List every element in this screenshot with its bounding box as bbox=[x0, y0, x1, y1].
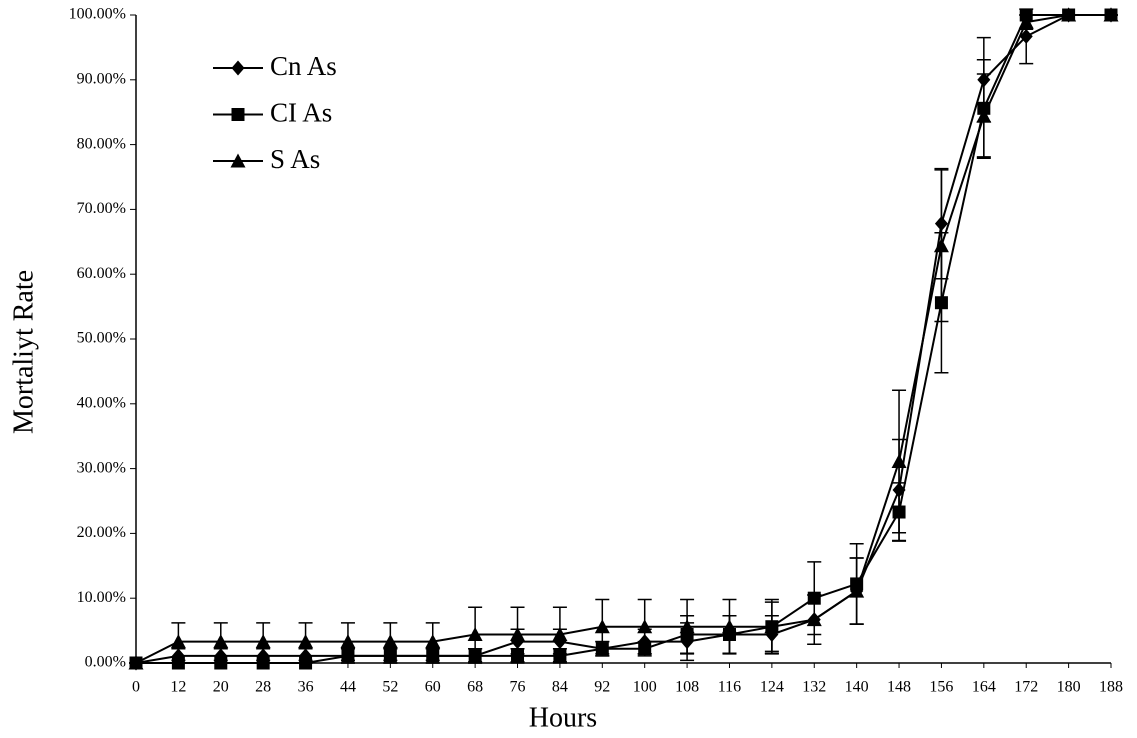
data-point bbox=[382, 634, 398, 649]
x-tick-label: 108 bbox=[675, 679, 699, 696]
x-tick-label: 172 bbox=[1014, 679, 1038, 696]
x-tick-label: 76 bbox=[510, 679, 526, 696]
data-point bbox=[849, 583, 865, 598]
data-point bbox=[976, 108, 992, 123]
data-point bbox=[1103, 7, 1119, 22]
data-point bbox=[594, 619, 610, 634]
series-line bbox=[135, 14, 1111, 664]
x-axis-title: Hours bbox=[529, 702, 597, 733]
x-tick-label: 100 bbox=[633, 679, 657, 696]
series-line bbox=[135, 14, 1111, 664]
x-tick-label: 156 bbox=[929, 679, 953, 696]
y-tick-label: 90.00% bbox=[77, 70, 126, 87]
data-point bbox=[721, 619, 737, 634]
legend-marker bbox=[231, 60, 245, 76]
data-point bbox=[298, 634, 314, 649]
y-tick-label: 100.00% bbox=[69, 6, 126, 23]
data-point bbox=[1019, 28, 1033, 44]
x-tick-label: 20 bbox=[213, 679, 229, 696]
data-point bbox=[1061, 7, 1077, 22]
legend-marker bbox=[231, 108, 245, 121]
y-tick-label: 80.00% bbox=[77, 135, 126, 152]
x-tick-label: 60 bbox=[425, 679, 441, 696]
x-tick-label: 36 bbox=[298, 679, 314, 696]
data-point bbox=[467, 626, 483, 641]
x-tick-label: 68 bbox=[467, 679, 483, 696]
y-tick-label: 60.00% bbox=[77, 265, 126, 282]
x-tick-label: 52 bbox=[382, 679, 398, 696]
data-point bbox=[806, 612, 822, 627]
y-axis-title: Mortaliyt Rate bbox=[8, 270, 39, 434]
y-tick-label: 30.00% bbox=[77, 459, 126, 476]
data-point bbox=[552, 626, 568, 641]
x-tick-label: 44 bbox=[340, 679, 356, 696]
data-point bbox=[764, 619, 780, 634]
data-point bbox=[213, 634, 229, 649]
series-line bbox=[136, 14, 1111, 664]
data-point bbox=[679, 619, 695, 634]
y-tick-label: 20.00% bbox=[77, 524, 126, 541]
x-tick-label: 132 bbox=[802, 679, 826, 696]
x-tick-label: 188 bbox=[1099, 679, 1123, 696]
x-tick-label: 140 bbox=[845, 679, 869, 696]
x-tick-label: 124 bbox=[760, 679, 784, 696]
data-point bbox=[1018, 14, 1034, 29]
x-tick-label: 92 bbox=[594, 679, 610, 696]
data-point bbox=[510, 626, 526, 641]
x-tick-label: 180 bbox=[1057, 679, 1081, 696]
y-tick-label: 50.00% bbox=[77, 330, 126, 347]
y-tick-label: 70.00% bbox=[77, 200, 126, 217]
data-point bbox=[170, 634, 186, 649]
y-tick-label: 40.00% bbox=[77, 394, 126, 411]
x-tick-label: 84 bbox=[552, 679, 568, 696]
x-tick-label: 12 bbox=[170, 679, 186, 696]
data-point bbox=[128, 655, 144, 670]
data-point bbox=[891, 453, 907, 468]
data-point bbox=[933, 238, 949, 253]
x-tick-label: 0 bbox=[132, 679, 140, 696]
data-point bbox=[637, 619, 653, 634]
data-point bbox=[255, 634, 271, 649]
legend-marker bbox=[230, 153, 246, 168]
x-tick-label: 148 bbox=[887, 679, 911, 696]
data-point bbox=[425, 634, 441, 649]
legend-label: CI As bbox=[270, 98, 332, 128]
data-point bbox=[340, 634, 356, 649]
y-tick-label: 0.00% bbox=[85, 654, 126, 671]
x-tick-label: 164 bbox=[972, 679, 996, 696]
y-tick-label: 10.00% bbox=[77, 589, 126, 606]
legend-label: S As bbox=[270, 144, 320, 174]
legend-label: Cn As bbox=[270, 51, 337, 81]
x-tick-label: 28 bbox=[255, 679, 271, 696]
x-tick-label: 116 bbox=[718, 679, 741, 696]
